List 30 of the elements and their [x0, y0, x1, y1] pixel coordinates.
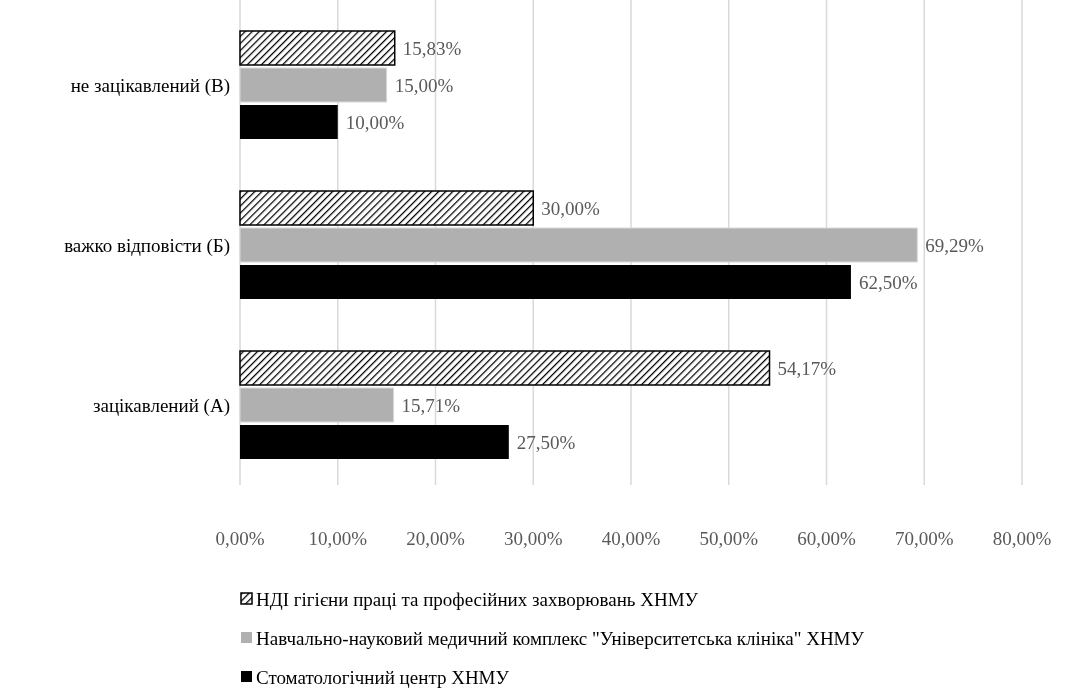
legend-label: НДІ гігієни праці та професійних захворювань ХНМУ: [256, 588, 699, 610]
bar: [240, 265, 851, 299]
legend-label: Стоматологічний центр ХНМУ: [256, 666, 510, 688]
data-label: 15,83%: [402, 37, 462, 59]
y-tick-label: важко відповісти (Б): [64, 234, 230, 257]
x-tick-label: 0,00%: [215, 528, 265, 549]
data-label: 30,00%: [541, 197, 600, 219]
x-tick-label: 60,00%: [797, 528, 856, 549]
data-label: 27,50%: [516, 431, 576, 453]
y-tick-label: зацікавлений (А): [92, 394, 230, 417]
legend-label: Навчально-науковий медичний комплекс "Університетська клініка" ХНМУ: [256, 627, 865, 649]
data-label: 15,71%: [401, 394, 461, 416]
x-tick-label: 50,00%: [699, 528, 759, 549]
bar: [239, 30, 396, 66]
x-tick-label: 10,00%: [308, 528, 368, 549]
bar: [240, 105, 338, 139]
bar: [240, 425, 509, 459]
data-label: 15,00%: [394, 74, 454, 96]
bar: [239, 190, 534, 226]
y-tick-label: не зацікавлений (В): [70, 74, 230, 97]
x-tick-label: 30,00%: [503, 528, 563, 549]
bar: [239, 350, 771, 386]
data-label: 69,29%: [925, 234, 985, 256]
data-label: 10,00%: [345, 111, 405, 133]
x-tick-label: 40,00%: [601, 528, 661, 549]
data-label: 54,17%: [777, 357, 837, 379]
x-tick-label: 70,00%: [894, 528, 954, 549]
x-tick-label: 20,00%: [406, 528, 465, 549]
x-tick-label: 80,00%: [992, 528, 1052, 549]
data-label: 62,50%: [858, 271, 918, 293]
